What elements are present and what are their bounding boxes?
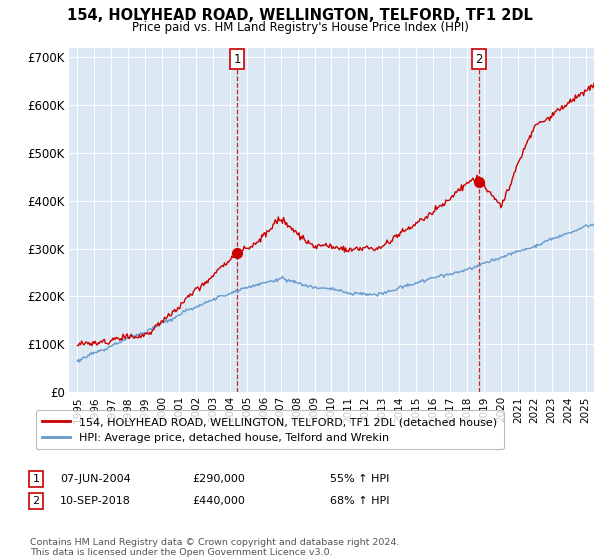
Text: Contains HM Land Registry data © Crown copyright and database right 2024.
This d: Contains HM Land Registry data © Crown c… [30,538,400,557]
Text: 2: 2 [32,496,40,506]
Text: Price paid vs. HM Land Registry's House Price Index (HPI): Price paid vs. HM Land Registry's House … [131,21,469,34]
Text: 07-JUN-2004: 07-JUN-2004 [60,474,131,484]
Text: £440,000: £440,000 [192,496,245,506]
Text: 68% ↑ HPI: 68% ↑ HPI [330,496,389,506]
Legend: 154, HOLYHEAD ROAD, WELLINGTON, TELFORD, TF1 2DL (detached house), HPI: Average : 154, HOLYHEAD ROAD, WELLINGTON, TELFORD,… [35,410,503,449]
Text: 1: 1 [233,53,241,66]
Text: 2: 2 [475,53,482,66]
Text: 1: 1 [32,474,40,484]
Text: 10-SEP-2018: 10-SEP-2018 [60,496,131,506]
Text: 154, HOLYHEAD ROAD, WELLINGTON, TELFORD, TF1 2DL: 154, HOLYHEAD ROAD, WELLINGTON, TELFORD,… [67,8,533,24]
Text: 55% ↑ HPI: 55% ↑ HPI [330,474,389,484]
Text: £290,000: £290,000 [192,474,245,484]
